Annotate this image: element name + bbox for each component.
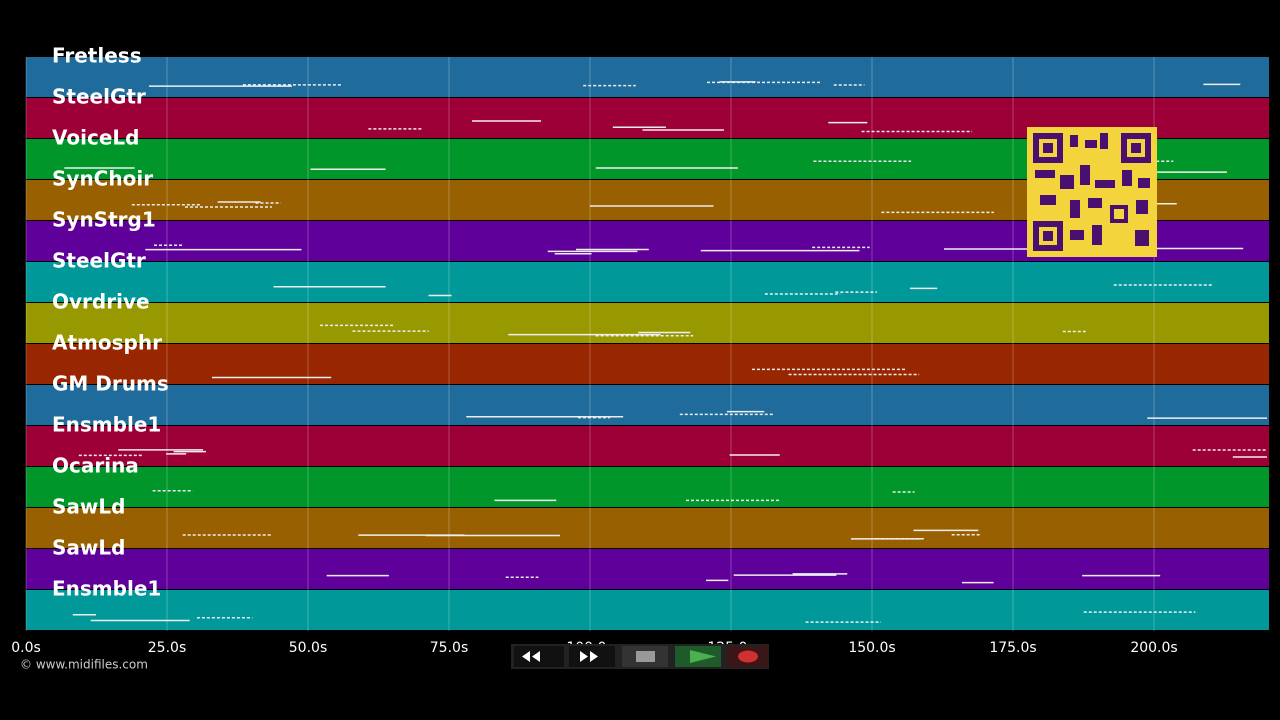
track-label: SteelGtr <box>52 249 146 273</box>
track-label: SawLd <box>52 495 125 519</box>
transport-controls <box>511 644 769 669</box>
track-label: SawLd <box>52 536 125 560</box>
track-label: Ensmble1 <box>52 577 161 601</box>
record-button[interactable] <box>727 646 768 667</box>
qr-code <box>1027 127 1157 257</box>
track-label: Ovrdrive <box>52 290 150 314</box>
track-band <box>26 590 1269 630</box>
time-tick-label: 25.0s <box>148 640 186 656</box>
track-label: SynStrg1 <box>52 208 156 232</box>
track-band <box>26 303 1269 343</box>
notes <box>64 81 1267 623</box>
rewind-button[interactable] <box>514 646 564 667</box>
forward-button[interactable] <box>569 646 615 667</box>
play-button[interactable] <box>675 646 721 667</box>
track-band <box>26 385 1269 425</box>
time-tick-label: 75.0s <box>430 640 468 656</box>
stop-button[interactable] <box>622 646 668 667</box>
track-label: Ocarina <box>52 454 139 478</box>
track-labels: Fretless SteelGtr VoiceLd SynChoir SynStrg1 S… <box>52 44 169 601</box>
time-tick-label: 150.0s <box>848 640 895 656</box>
track-label: Fretless <box>52 44 142 68</box>
time-tick-label: 175.0s <box>989 640 1036 656</box>
track-label: SynChoir <box>52 167 153 191</box>
track-label: VoiceLd <box>52 126 139 150</box>
time-tick-label: 0.0s <box>11 640 41 656</box>
time-tick-label: 50.0s <box>289 640 327 656</box>
track-band <box>26 549 1269 589</box>
track-band <box>26 57 1269 97</box>
grid <box>25 57 1155 631</box>
track-band <box>26 426 1269 466</box>
time-tick-label: 200.0s <box>1130 640 1177 656</box>
track-label: GM Drums <box>52 372 169 396</box>
track-band <box>26 262 1269 302</box>
copyright: © www.midifiles.com <box>20 658 148 672</box>
track-band <box>26 508 1269 548</box>
track-band <box>26 467 1269 507</box>
track-label: Ensmble1 <box>52 413 161 437</box>
track-label: SteelGtr <box>52 85 146 109</box>
track-label: Atmosphr <box>52 331 162 355</box>
